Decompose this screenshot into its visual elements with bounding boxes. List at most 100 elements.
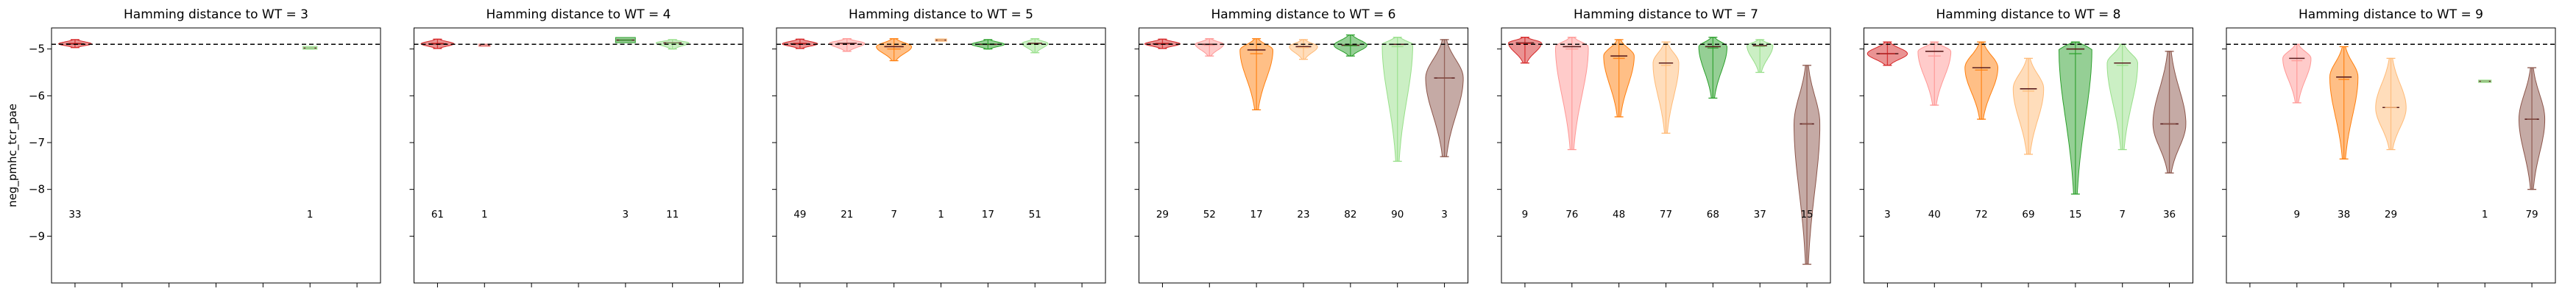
group-count-label: 1 — [307, 209, 314, 220]
group-count-label: 11 — [666, 209, 679, 220]
group-count-label: 1 — [2482, 209, 2488, 220]
panel-5: Hamming distance to WT = 7 9 76 48 77 68 37 15 — [1497, 7, 1831, 287]
violin-group: 23 — [1289, 39, 1318, 220]
group-count-label: 36 — [2163, 209, 2176, 220]
y-tick-label: −5 — [29, 43, 45, 56]
y-tick-label: −7 — [29, 136, 45, 149]
violin-group: 37 — [1747, 39, 1774, 220]
panel-title: Hamming distance to WT = 9 — [2299, 7, 2483, 22]
group-count-label: 21 — [841, 209, 853, 220]
violin-group: 21 — [829, 37, 866, 220]
group-count-label: 1 — [938, 209, 944, 220]
panel-frame — [1139, 27, 1468, 284]
violin-group: 17 — [971, 39, 1005, 220]
group-count-label: 17 — [1250, 209, 1263, 220]
group-count-label: 1 — [481, 209, 488, 220]
group-count-label: 38 — [2338, 209, 2350, 220]
violin-group: 51 — [1022, 37, 1049, 220]
panel-frame — [1501, 27, 1831, 284]
violin-group: 11 — [655, 39, 690, 220]
violin-group: 76 — [1555, 37, 1589, 220]
group-count-label: 48 — [1613, 209, 1625, 220]
panel-title: Hamming distance to WT = 4 — [486, 7, 671, 22]
panel-frame — [51, 27, 381, 284]
violin-group: 52 — [1195, 37, 1224, 220]
panel-title: Hamming distance to WT = 5 — [849, 7, 1033, 22]
panel-6: Hamming distance to WT = 8 3 40 72 69 15 7 36 — [1859, 7, 2193, 287]
violin-group: 69 — [2012, 57, 2045, 220]
group-count-label: 7 — [2119, 209, 2126, 220]
group-count-label: 17 — [982, 209, 994, 220]
panel-frame — [776, 27, 1106, 284]
panel-1: Hamming distance to WT = 3 −9 −8 −7 −6 −5 33 1 — [29, 7, 381, 287]
y-tick-label: −9 — [29, 229, 45, 243]
group-count-label: 79 — [2525, 209, 2538, 220]
panel-4: Hamming distance to WT = 6 29 52 17 23 82 90 3 — [1134, 7, 1468, 287]
panel-title: Hamming distance to WT = 6 — [1211, 7, 1396, 22]
group-count-label: 68 — [1707, 209, 1719, 220]
group-count-label: 3 — [1441, 209, 1448, 220]
violin-group: 1 — [478, 43, 491, 220]
group-count-label: 3 — [623, 209, 629, 220]
violin-group: 3 — [1425, 39, 1464, 220]
group-count-label: 51 — [1029, 209, 1041, 220]
group-count-label: 72 — [1975, 209, 1988, 220]
panel-3: Hamming distance to WT = 5 49 21 7 1 17 51 — [772, 7, 1106, 287]
violin-group: 3 — [615, 37, 636, 220]
group-count-label: 9 — [2293, 209, 2300, 220]
panel-title: Hamming distance to WT = 7 — [1574, 7, 1758, 22]
violin-group: 17 — [1239, 37, 1274, 220]
violin-group: 33 — [58, 39, 92, 220]
group-count-label: 77 — [1660, 209, 1672, 220]
group-count-label: 29 — [1156, 209, 1169, 220]
y-tick-label: −8 — [29, 183, 45, 196]
violin-group: 40 — [1917, 41, 1952, 220]
group-count-label: 33 — [68, 209, 81, 220]
violin-group: 15 — [1793, 65, 1821, 265]
violin-group: 15 — [2058, 41, 2092, 220]
violin-group: 1 — [302, 46, 318, 220]
violin-group: 29 — [1144, 38, 1181, 220]
group-count-label: 29 — [2385, 209, 2397, 220]
violin-group: 48 — [1603, 39, 1635, 220]
violin-group: 36 — [2152, 51, 2187, 220]
violin-group: 68 — [1698, 37, 1727, 220]
group-count-label: 49 — [793, 209, 806, 220]
group-count-label: 52 — [1203, 209, 1216, 220]
violin-group: 7 — [876, 37, 913, 220]
group-count-label: 3 — [1884, 209, 1891, 220]
panel-2: Hamming distance to WT = 4 61 1 3 11 — [409, 7, 743, 287]
group-count-label: 7 — [891, 209, 897, 220]
violin-group: 1 — [935, 38, 947, 220]
group-count-label: 90 — [1391, 209, 1404, 220]
violin-group: 61 — [420, 38, 455, 220]
violin-group: 9 — [1508, 37, 1542, 220]
violin-group: 90 — [1381, 37, 1414, 220]
group-count-label: 82 — [1344, 209, 1356, 220]
violin-group: 1 — [2478, 79, 2492, 220]
violin-group: 82 — [1334, 34, 1367, 220]
group-count-label: 15 — [2069, 209, 2081, 220]
violin-group: 7 — [2106, 43, 2139, 220]
violin-group: 79 — [2518, 67, 2546, 220]
group-count-label: 69 — [2022, 209, 2034, 220]
panel-frame — [2226, 27, 2556, 284]
panel-frame — [414, 27, 743, 284]
violin-group: 49 — [782, 38, 818, 220]
y-tick-label: −6 — [29, 89, 45, 102]
violin-group: 38 — [2329, 46, 2359, 220]
violin-group: 9 — [2282, 43, 2312, 220]
panel-frame — [1864, 27, 2193, 284]
violin-group: 3 — [1866, 41, 1908, 220]
group-count-label: 37 — [1754, 209, 1766, 220]
violin-group: 72 — [1964, 41, 1998, 220]
violin-group: 29 — [2375, 57, 2407, 220]
panel-7: Hamming distance to WT = 9 9 38 29 1 79 — [2222, 7, 2556, 287]
group-count-label: 9 — [1522, 209, 1529, 220]
group-count-label: 40 — [1928, 209, 1941, 220]
group-count-label: 61 — [431, 209, 444, 220]
panel-title: Hamming distance to WT = 3 — [124, 7, 308, 22]
group-count-label: 23 — [1297, 209, 1309, 220]
group-count-label: 15 — [1800, 209, 1813, 220]
